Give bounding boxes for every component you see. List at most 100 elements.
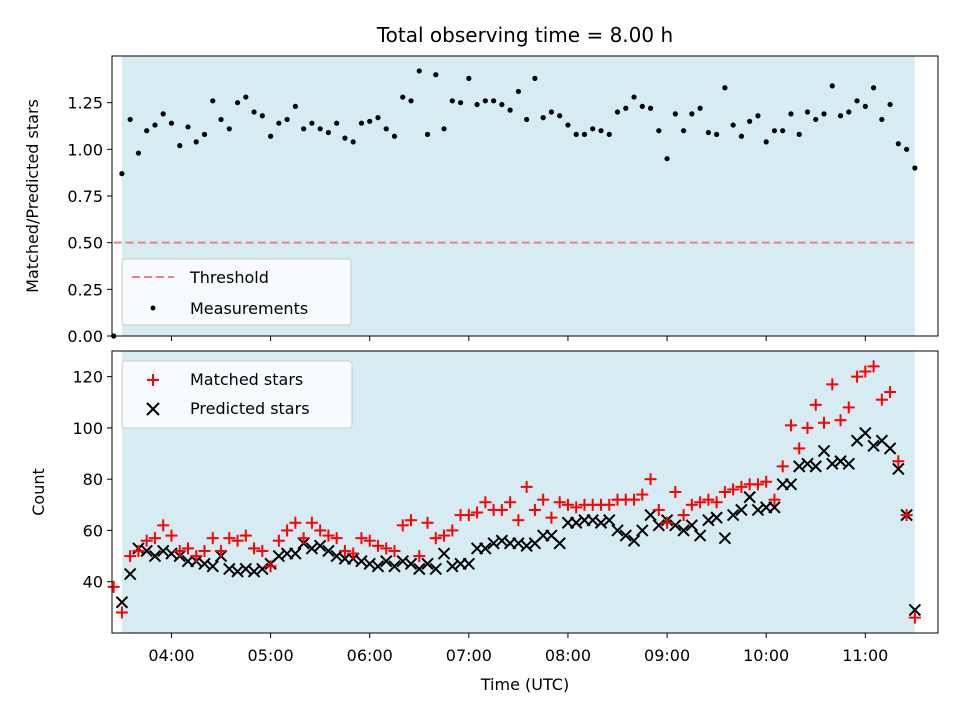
matched-star-point bbox=[223, 532, 236, 545]
predicted-star-point bbox=[479, 542, 492, 555]
predicted-star-point bbox=[743, 490, 756, 504]
measurement-point bbox=[416, 68, 422, 74]
measurement-point bbox=[763, 139, 769, 145]
top-legend: Threshold Measurements bbox=[121, 258, 352, 326]
measurement-point bbox=[449, 98, 455, 104]
matched-star-point bbox=[165, 529, 178, 542]
measurement-point bbox=[292, 103, 298, 109]
measurement-point bbox=[705, 129, 711, 136]
predicted-star-point bbox=[702, 513, 715, 527]
matched-star-point bbox=[784, 419, 797, 432]
matched-star-point bbox=[669, 486, 682, 498]
predicted-star-point bbox=[801, 457, 814, 471]
predicted-star-point bbox=[726, 508, 740, 522]
matched-star-point bbox=[446, 524, 459, 537]
measurement-point bbox=[267, 133, 274, 139]
matched-star-point bbox=[727, 483, 740, 496]
predicted-star-point bbox=[313, 539, 327, 553]
measurement-point bbox=[127, 116, 133, 123]
measurement-point bbox=[904, 146, 910, 152]
measurement-point bbox=[325, 129, 332, 136]
predicted-star-point bbox=[669, 519, 682, 532]
top-y-tick-label: 0.75 bbox=[67, 187, 103, 206]
matched-star-point bbox=[264, 560, 277, 573]
predicted-star-point bbox=[404, 557, 418, 570]
predicted-star-point bbox=[644, 508, 657, 522]
predicted-star-point bbox=[627, 534, 641, 547]
measurement-point bbox=[664, 156, 670, 162]
bottom-y-tick-label: 80 bbox=[83, 470, 103, 489]
predicted-star-point bbox=[520, 539, 533, 553]
predicted-star-point bbox=[512, 537, 525, 550]
measurement-point bbox=[846, 109, 852, 115]
predicted-star-point bbox=[611, 524, 624, 537]
measurement-point bbox=[879, 116, 885, 123]
predicted-star-point bbox=[636, 524, 649, 537]
matched-star-point bbox=[248, 542, 261, 555]
legend-matched-label: Matched stars bbox=[190, 370, 303, 389]
predicted-star-point bbox=[619, 529, 632, 542]
predicted-star-point bbox=[594, 516, 608, 529]
bottom-y-tick-label: 120 bbox=[72, 368, 103, 387]
measurement-point bbox=[499, 101, 505, 108]
matched-star-point bbox=[190, 550, 203, 563]
measurement-point bbox=[639, 103, 645, 109]
measurement-point bbox=[466, 75, 472, 81]
measurement-point bbox=[301, 126, 307, 132]
measurement-point bbox=[441, 126, 447, 132]
legend-threshold-label: Threshold bbox=[189, 268, 269, 287]
measurement-point bbox=[309, 120, 315, 126]
measurement-point bbox=[854, 98, 860, 104]
predicted-star-point bbox=[685, 519, 699, 532]
predicted-star-point bbox=[751, 503, 765, 517]
legend-matched-swatch bbox=[147, 374, 159, 386]
measurement-point bbox=[383, 126, 389, 132]
predicted-star-point bbox=[305, 542, 319, 555]
measurement-point bbox=[408, 98, 414, 104]
matched-star-point bbox=[421, 516, 434, 529]
matched-star-point bbox=[215, 544, 228, 557]
top-y-axis-label: Matched/Predicted stars bbox=[23, 99, 42, 293]
matched-star-point bbox=[710, 496, 723, 509]
measurement-point bbox=[697, 105, 703, 111]
predicted-star-point bbox=[487, 537, 500, 550]
matched-star-point bbox=[760, 475, 773, 488]
matched-star-point bbox=[355, 532, 368, 545]
matched-star-point bbox=[528, 503, 541, 516]
predicted-star-point bbox=[908, 603, 922, 617]
predicted-star-point bbox=[355, 555, 368, 568]
measurement-point bbox=[201, 131, 208, 137]
predicted-star-point bbox=[421, 557, 434, 570]
matched-star-point bbox=[875, 393, 888, 406]
measurement-point bbox=[722, 85, 728, 91]
predicted-star-point bbox=[289, 547, 302, 560]
matched-star-point bbox=[471, 506, 484, 519]
predicted-star-point bbox=[231, 565, 244, 578]
top-y-tick-label: 0.50 bbox=[67, 234, 103, 253]
matched-star-point bbox=[239, 529, 252, 542]
matched-star-point bbox=[809, 398, 822, 411]
bottom-legend: Matched stars Predicted stars bbox=[121, 360, 353, 429]
measurement-point bbox=[474, 101, 480, 108]
measurement-point bbox=[714, 131, 720, 137]
matched-star-point bbox=[297, 532, 310, 545]
measurement-point bbox=[672, 111, 678, 117]
predicted-star-point bbox=[272, 549, 286, 563]
matched-star-point bbox=[206, 532, 219, 545]
matched-star-point bbox=[628, 493, 641, 506]
measurement-point bbox=[540, 115, 546, 121]
predicted-star-point bbox=[148, 549, 162, 563]
bottom-y-tick-label: 40 bbox=[83, 573, 103, 592]
measurement-point bbox=[912, 165, 918, 171]
predicted-star-point bbox=[652, 519, 666, 532]
matched-star-point bbox=[504, 496, 517, 509]
measurement-point bbox=[895, 141, 901, 147]
matched-star-point bbox=[751, 478, 764, 491]
predicted-star-point bbox=[693, 529, 707, 542]
measurement-point bbox=[119, 171, 125, 177]
matched-star-point bbox=[842, 401, 855, 414]
measurement-point bbox=[135, 150, 142, 156]
predicted-star-point bbox=[115, 596, 129, 609]
predicted-star-point bbox=[570, 516, 583, 529]
